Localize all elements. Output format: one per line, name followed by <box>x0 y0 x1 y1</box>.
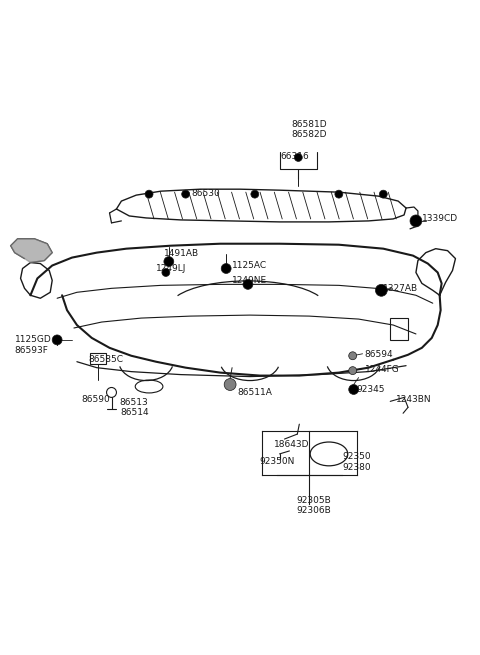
Text: 86511A: 86511A <box>237 388 272 397</box>
Circle shape <box>224 379 236 390</box>
Polygon shape <box>11 239 52 263</box>
Circle shape <box>349 367 357 375</box>
Text: 86581D
86582D: 86581D 86582D <box>291 120 327 140</box>
Circle shape <box>379 190 387 198</box>
Circle shape <box>349 352 357 360</box>
Circle shape <box>375 284 387 296</box>
Circle shape <box>243 280 253 290</box>
Text: 86594: 86594 <box>364 350 393 359</box>
Text: 92350N: 92350N <box>259 457 294 466</box>
Circle shape <box>335 190 343 198</box>
Text: 1244FG: 1244FG <box>364 365 399 374</box>
Text: 86590: 86590 <box>82 395 110 404</box>
Circle shape <box>221 263 231 273</box>
Text: 1125GD
86593F: 1125GD 86593F <box>14 335 51 354</box>
Text: 1125AC: 1125AC <box>232 261 267 270</box>
Text: 66316: 66316 <box>280 152 309 161</box>
Text: 1491AB: 1491AB <box>164 249 199 258</box>
Text: 92345: 92345 <box>357 385 385 394</box>
Circle shape <box>164 257 174 267</box>
Text: 92305B
92306B: 92305B 92306B <box>297 496 332 515</box>
Text: 1249LJ: 1249LJ <box>156 264 186 273</box>
Circle shape <box>410 215 422 227</box>
Text: 18643D: 18643D <box>274 440 309 449</box>
Text: 1249NE: 1249NE <box>232 276 267 285</box>
Circle shape <box>52 335 62 345</box>
Text: 86513
86514: 86513 86514 <box>120 398 149 417</box>
Text: 86585C: 86585C <box>89 355 124 364</box>
Circle shape <box>251 190 259 198</box>
Circle shape <box>349 384 359 394</box>
Circle shape <box>162 269 170 276</box>
Text: 86530: 86530 <box>191 189 220 198</box>
Circle shape <box>182 190 190 198</box>
Circle shape <box>294 153 302 161</box>
Text: 1339CD: 1339CD <box>422 214 458 223</box>
Text: 1243BN: 1243BN <box>396 395 432 404</box>
Text: 92350
92380: 92350 92380 <box>342 452 371 472</box>
Text: 1327AB: 1327AB <box>384 284 419 293</box>
Circle shape <box>145 190 153 198</box>
